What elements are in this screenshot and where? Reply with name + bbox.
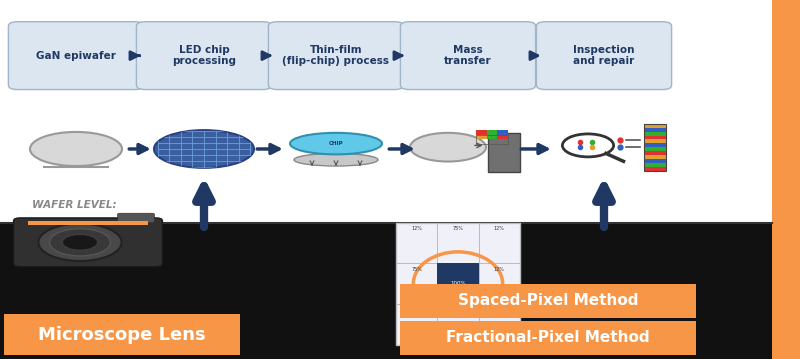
Text: Fractional-Pixel Method: Fractional-Pixel Method xyxy=(446,330,650,345)
FancyBboxPatch shape xyxy=(400,321,696,355)
FancyBboxPatch shape xyxy=(4,314,240,355)
FancyBboxPatch shape xyxy=(118,213,154,223)
Bar xyxy=(644,163,666,167)
Text: 12%: 12% xyxy=(494,267,505,272)
Text: Microscope Lens: Microscope Lens xyxy=(38,326,206,344)
Ellipse shape xyxy=(290,133,382,154)
Text: WAFER LEVEL:: WAFER LEVEL: xyxy=(32,200,117,210)
Bar xyxy=(644,167,666,171)
Bar xyxy=(644,151,666,155)
Text: Inspection
and repair: Inspection and repair xyxy=(574,45,634,66)
Bar xyxy=(644,124,666,171)
FancyBboxPatch shape xyxy=(136,22,271,90)
FancyBboxPatch shape xyxy=(400,22,536,90)
Bar xyxy=(772,0,800,359)
Text: 12%: 12% xyxy=(411,226,422,231)
Text: GaN epiwafer: GaN epiwafer xyxy=(36,51,116,61)
Bar xyxy=(396,223,520,345)
Bar xyxy=(476,135,486,139)
Bar xyxy=(644,147,666,151)
Bar xyxy=(644,132,666,136)
Text: 12%: 12% xyxy=(494,226,505,231)
Ellipse shape xyxy=(154,130,254,168)
FancyBboxPatch shape xyxy=(400,284,696,318)
Bar xyxy=(644,155,666,159)
Text: 75%: 75% xyxy=(453,226,463,231)
Circle shape xyxy=(50,229,110,256)
Bar xyxy=(0,223,772,359)
Text: 75%: 75% xyxy=(411,267,422,272)
Bar xyxy=(498,130,508,135)
Circle shape xyxy=(562,134,614,157)
Text: CHIP: CHIP xyxy=(329,141,343,146)
Circle shape xyxy=(38,224,122,261)
Bar xyxy=(644,143,666,147)
Bar xyxy=(498,135,508,139)
Ellipse shape xyxy=(294,154,378,166)
Bar xyxy=(488,133,520,172)
Bar xyxy=(644,159,666,163)
Bar xyxy=(644,124,666,128)
FancyBboxPatch shape xyxy=(9,22,144,90)
Text: 100%: 100% xyxy=(450,281,466,286)
Bar xyxy=(644,136,666,139)
Circle shape xyxy=(62,234,98,250)
Text: Spaced-Pixel Method: Spaced-Pixel Method xyxy=(458,293,638,308)
Ellipse shape xyxy=(30,132,122,166)
FancyBboxPatch shape xyxy=(14,218,162,267)
Bar xyxy=(644,139,666,143)
Text: Mass
transfer: Mass transfer xyxy=(444,45,492,66)
Bar xyxy=(28,221,148,225)
Bar xyxy=(486,130,498,135)
Bar xyxy=(644,128,666,132)
Bar xyxy=(486,135,498,139)
Ellipse shape xyxy=(410,133,486,162)
Text: Thin-film
(flip-chip) process: Thin-film (flip-chip) process xyxy=(282,45,390,66)
Bar xyxy=(476,130,486,135)
Text: LED chip
processing: LED chip processing xyxy=(172,45,236,66)
FancyBboxPatch shape xyxy=(268,22,403,90)
Bar xyxy=(438,263,478,304)
Bar xyxy=(476,135,508,144)
FancyBboxPatch shape xyxy=(536,22,671,90)
